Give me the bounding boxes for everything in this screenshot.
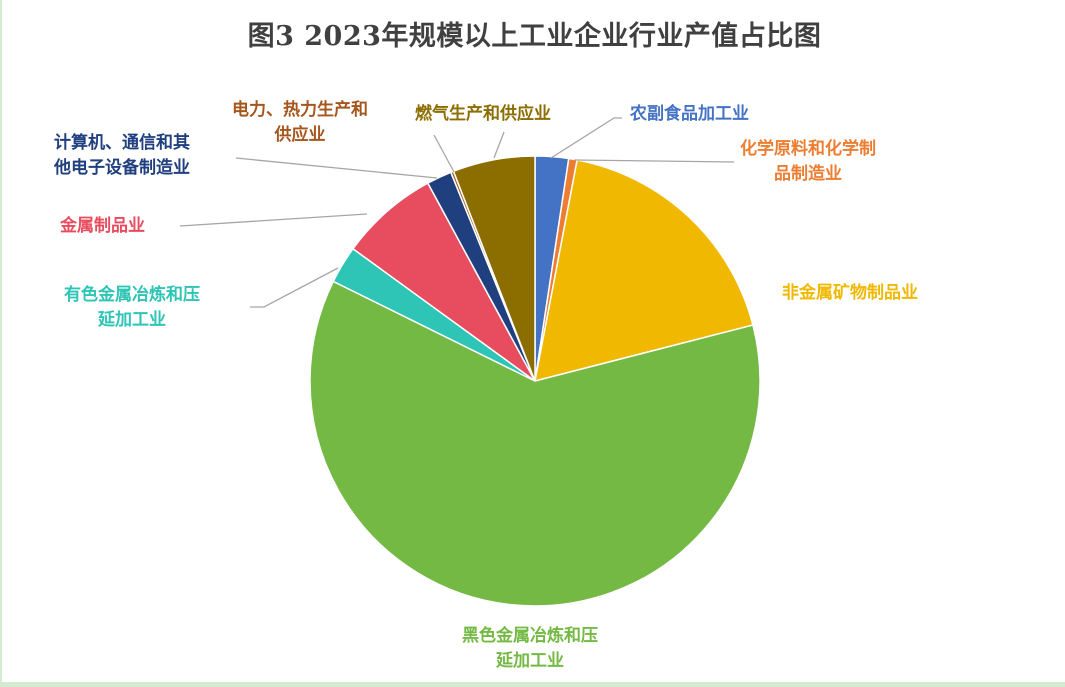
- label-nonferrous: 有色金属冶炼和压 延加工业: [64, 283, 200, 333]
- label-nonferrous-line1: 有色金属冶炼和压: [64, 285, 200, 305]
- label-food: 农副食品加工业: [630, 102, 749, 127]
- label-ferrous: 黑色金属冶炼和压 延加工业: [462, 624, 598, 674]
- label-nonmetal-text: 非金属矿物制品业: [782, 283, 918, 303]
- label-ferrous-line2: 延加工业: [496, 651, 564, 671]
- label-food-text: 农副食品加工业: [630, 104, 749, 124]
- pie-slice: [534, 159, 754, 383]
- label-computer: 计算机、通信和其 他电子设备制造业: [54, 131, 190, 181]
- leader-line-chem: [573, 159, 735, 163]
- label-gas: 燃气生产和供应业: [415, 102, 551, 127]
- leader-line-gas: [493, 131, 505, 159]
- leader-line-computer: [235, 157, 438, 179]
- label-nonmetal: 非金属矿物制品业: [782, 281, 918, 306]
- leader-line-power: [433, 134, 455, 173]
- label-chem-line2: 品制造业: [774, 164, 842, 184]
- leader-line-nonferrous: [250, 267, 339, 308]
- chart-title: 图3 2023年规模以上工业企业行业产值占比图: [247, 21, 822, 52]
- leader-line-metalprod: [179, 213, 368, 227]
- label-power-line2: 供应业: [274, 125, 326, 145]
- label-chem-line1: 化学原料和化学制: [740, 139, 876, 159]
- pie-slices: [309, 155, 761, 607]
- leader-lines: [179, 117, 735, 308]
- label-chem: 化学原料和化学制 品制造业: [740, 137, 876, 187]
- label-computer-line2: 他电子设备制造业: [54, 158, 190, 178]
- label-power: 电力、热力生产和 供应业: [232, 98, 368, 148]
- pie-slice: [351, 182, 536, 382]
- label-metalprod: 金属制品业: [60, 214, 145, 239]
- leader-line-food: [550, 117, 622, 159]
- label-metalprod-text: 金属制品业: [60, 216, 145, 236]
- pie-slice: [309, 280, 761, 607]
- label-nonferrous-line2: 延加工业: [98, 310, 166, 330]
- label-computer-line1: 计算机、通信和其: [54, 133, 190, 153]
- label-power-line1: 电力、热力生产和: [232, 100, 368, 120]
- label-gas-text: 燃气生产和供应业: [415, 104, 551, 124]
- label-ferrous-line1: 黑色金属冶炼和压: [462, 626, 598, 646]
